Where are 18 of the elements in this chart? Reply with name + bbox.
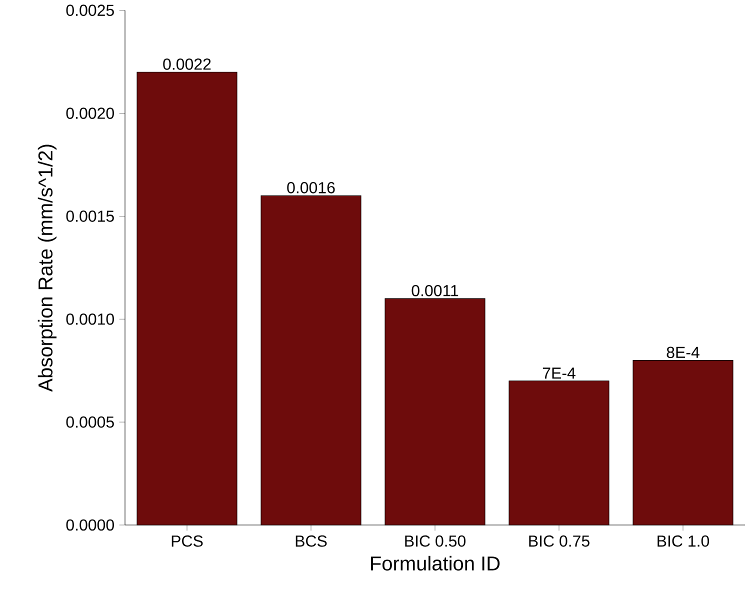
data-label: 0.0022	[163, 58, 211, 70]
x-tick-label: PCS	[172, 535, 203, 547]
y-tick-label: 0.0010	[66, 313, 114, 325]
x-axis-title: Formulation ID	[371, 556, 500, 571]
y-tick-label: 0.0015	[66, 210, 114, 222]
data-label: 7E-4	[542, 368, 576, 379]
x-tick-label: BIC 0.50	[405, 535, 466, 547]
x-tick-label: BIC 1.0	[658, 535, 710, 547]
y-axis-title: Absorption Rate (mm/s^1/2)	[38, 144, 56, 392]
y-tick-label: 0.0000	[66, 519, 114, 531]
y-tick-label: 0.0020	[66, 108, 114, 119]
data-label: 0.0016	[287, 182, 335, 194]
data-label: 8E-4	[666, 346, 700, 358]
x-tick-label: BCS	[296, 535, 327, 547]
y-tick-label: 0.0025	[66, 4, 114, 16]
data-label: 0.0011	[412, 284, 458, 296]
y-tick-label: 0.0005	[66, 416, 114, 428]
x-tick-label: BIC 0.75	[529, 535, 590, 547]
